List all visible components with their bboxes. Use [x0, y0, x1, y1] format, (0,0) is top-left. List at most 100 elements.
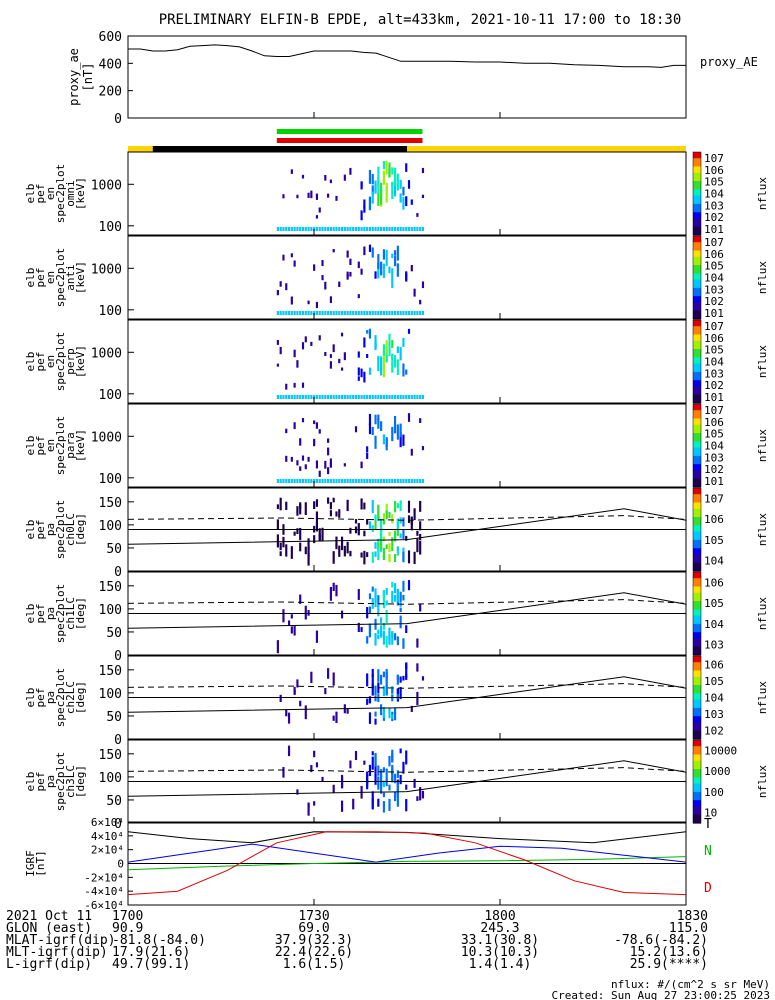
- ephemeris-value: 245.3: [480, 921, 519, 936]
- data-cell: [391, 395, 394, 399]
- data-cell: [282, 254, 285, 261]
- data-cell: [413, 479, 416, 483]
- colorbar-swatch: [693, 764, 701, 768]
- data-cell: [349, 167, 352, 175]
- colorbar-tick: 104: [704, 555, 724, 568]
- colorbar-tick: 103: [704, 708, 724, 721]
- colorbar-swatch: [693, 676, 701, 680]
- data-cell: [399, 615, 402, 629]
- colorbar-swatch: [693, 334, 701, 338]
- axis-label: [nT]: [81, 63, 95, 92]
- data-cell: [321, 260, 324, 266]
- data-cell: [402, 638, 405, 649]
- data-cell: [393, 479, 397, 483]
- data-cell: [385, 778, 388, 787]
- data-cell: [304, 605, 307, 620]
- tick-label: 1000: [91, 346, 122, 361]
- ephemeris-value: 1700: [112, 909, 143, 924]
- data-cell: [416, 796, 419, 801]
- data-cell: [332, 497, 335, 503]
- tick-label: 50: [106, 794, 122, 809]
- data-cell: [307, 456, 310, 462]
- data-cell: [354, 750, 358, 761]
- colorbar-tick: 102: [704, 463, 724, 476]
- data-cell: [335, 584, 338, 597]
- colorbar-swatch: [693, 724, 701, 728]
- colorbar-swatch: [693, 328, 701, 331]
- data-cell: [285, 709, 288, 717]
- data-cell: [363, 337, 366, 348]
- data-cell: [402, 479, 405, 483]
- data-cell: [290, 546, 293, 559]
- data-cell: [338, 311, 341, 315]
- data-cell: [366, 673, 369, 687]
- data-cell: [388, 511, 391, 519]
- data-cell: [285, 501, 288, 510]
- data-cell: [346, 311, 349, 315]
- data-cell: [374, 551, 377, 557]
- ephemeris-value: 1.4(1.4): [469, 957, 532, 972]
- colorbar-swatch: [693, 208, 701, 211]
- data-cell: [374, 271, 377, 279]
- data-cell: [368, 521, 372, 529]
- data-cell: [385, 437, 388, 451]
- colorbar-tick: 105: [704, 176, 724, 189]
- colorbar-swatch: [693, 756, 701, 760]
- colorbar-swatch: [693, 265, 701, 268]
- colorbar-swatch: [693, 535, 701, 539]
- data-cell: [399, 193, 402, 203]
- data-cell: [396, 636, 399, 646]
- data-cell: [396, 346, 399, 354]
- data-cell: [346, 274, 349, 280]
- colorbar-swatch: [693, 332, 701, 336]
- colorbar-swatch: [693, 504, 701, 508]
- data-cell: [385, 395, 388, 399]
- colorbar-tick: 107: [704, 320, 724, 333]
- tick-label: 2×10⁴: [91, 844, 124, 857]
- ephemeris-label: GLON (east): [6, 921, 92, 936]
- data-cell: [368, 423, 372, 435]
- data-cell: [374, 711, 377, 717]
- colorbar-swatch: [693, 281, 701, 285]
- data-cell: [363, 395, 366, 399]
- colorbar-swatch: [693, 418, 701, 422]
- data-cell: [366, 698, 369, 705]
- data-cell: [363, 371, 366, 383]
- colorbar-swatch: [693, 816, 701, 820]
- colorbar-tick: 102: [704, 725, 724, 738]
- colorbar-swatch: [693, 308, 701, 312]
- colorbar-swatch: [693, 398, 701, 402]
- data-cell: [318, 429, 321, 434]
- data-cell: [324, 227, 327, 231]
- data-cell: [391, 695, 394, 702]
- data-cell: [324, 311, 327, 315]
- data-cell: [377, 395, 380, 399]
- data-cell: [332, 784, 335, 794]
- colorbar-swatch: [693, 416, 701, 420]
- colorbar-swatch: [693, 226, 701, 230]
- data-cell: [366, 452, 369, 459]
- data-cell: [307, 803, 310, 808]
- data-cell: [380, 357, 383, 376]
- data-cell: [299, 227, 302, 231]
- data-cell: [382, 227, 385, 231]
- data-cell: [377, 765, 380, 776]
- data-cell: [327, 438, 330, 443]
- data-cell: [290, 227, 293, 231]
- data-cell: [293, 422, 296, 430]
- data-cell: [382, 395, 385, 399]
- data-cell: [315, 301, 319, 309]
- data-cell: [329, 502, 332, 510]
- data-cell: [402, 529, 405, 540]
- colorbar-swatch: [693, 777, 701, 781]
- data-cell: [410, 264, 413, 272]
- data-cell: [368, 606, 372, 614]
- data-cell: [363, 246, 366, 256]
- axis-label: pef: [34, 772, 47, 792]
- data-cell: [382, 160, 385, 170]
- colorbar-swatch: [693, 376, 701, 379]
- data-cell: [421, 446, 425, 451]
- colorbar-swatch: [693, 744, 701, 747]
- colorbar-swatch: [693, 640, 701, 644]
- data-cell: [377, 311, 380, 315]
